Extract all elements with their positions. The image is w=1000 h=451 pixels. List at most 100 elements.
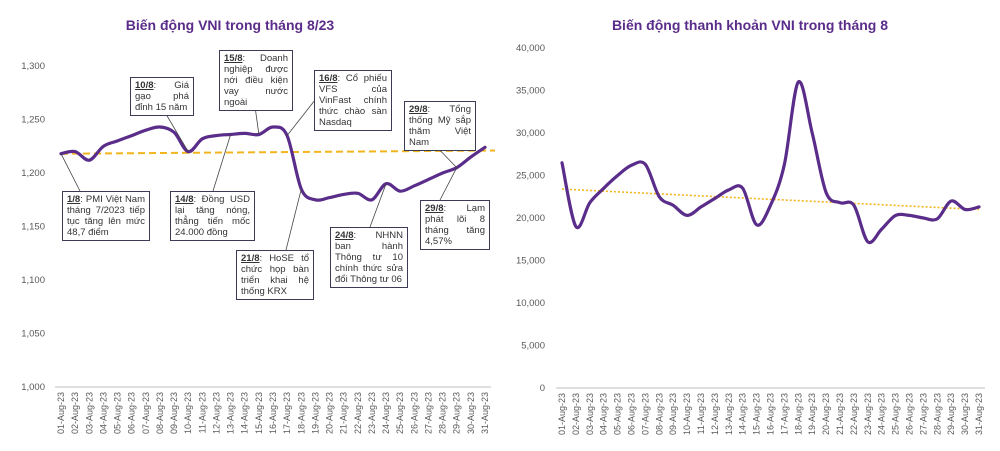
vni-xtick-label: 10-Aug-23 [183, 392, 193, 434]
liquidity-xtick-label: 19-Aug-23 [807, 393, 817, 435]
liquidity-xtick-label: 27-Aug-23 [918, 393, 928, 435]
annotation-connector [212, 134, 231, 192]
note-14-8: 14/8: Đồng USD lại tăng nóng, thẳng tiến… [170, 191, 255, 241]
liquidity-xtick-label: 01-Aug-23 [557, 393, 567, 435]
vni-data-point [343, 194, 345, 196]
liquidity-xtick-label: 23-Aug-23 [863, 393, 873, 435]
liquidity-xtick-label: 25-Aug-23 [891, 393, 901, 435]
vni-xtick-label: 24-Aug-23 [381, 392, 391, 434]
vni-ytick-label: 1,250 [21, 115, 45, 126]
vni-xtick-label: 23-Aug-23 [367, 392, 377, 434]
vni-data-point [371, 199, 373, 201]
liquidity-data-point [909, 215, 911, 217]
vni-ytick-label: 1,200 [21, 168, 45, 179]
vni-xtick-label: 28-Aug-23 [438, 392, 448, 434]
vni-xtick-label: 02-Aug-23 [70, 392, 80, 434]
liquidity-data-point [881, 228, 883, 230]
liquidity-data-point [561, 162, 563, 164]
vni-data-point [244, 133, 246, 135]
vni-data-point [272, 126, 274, 128]
vni-data-point [414, 185, 416, 187]
liquidity-ytick-label: 25,000 [516, 171, 545, 182]
liquidity-xtick-label: 28-Aug-23 [932, 393, 942, 435]
liquidity-data-point [811, 132, 813, 134]
vni-chart-svg: 1,000 1,050 1,100 1,150 1,200 1,250 1,300 01-Au… [21, 61, 496, 434]
vni-xtick-label: 04-Aug-23 [98, 392, 108, 434]
liquidity-ytick-label: 5,000 [521, 341, 545, 352]
liquidity-ytick-label: 15,000 [516, 256, 545, 267]
liquidity-data-point [784, 164, 786, 166]
liquidity-xtick-label: 09-Aug-23 [668, 393, 678, 435]
vni-data-point [202, 138, 204, 140]
vni-data-point [103, 145, 105, 147]
vni-xtick-label: 18-Aug-23 [296, 392, 306, 434]
note-1-8: 1/8: PMI Việt Nam tháng 7/2023 tiếp tục … [62, 191, 150, 241]
vni-ytick-label: 1,150 [21, 222, 45, 233]
liquidity-xtick-label: 11-Aug-23 [696, 393, 706, 434]
vni-data-point [74, 151, 76, 153]
liquidity-data-point [575, 226, 577, 228]
vni-data-point [315, 199, 317, 201]
liquidity-data-point [686, 215, 688, 217]
vni-xtick-label: 09-Aug-23 [169, 392, 179, 434]
liquidity-xtick-label: 02-Aug-23 [571, 393, 581, 435]
vni-ytick-label: 1,300 [21, 61, 45, 72]
vni-xtick-label: 07-Aug-23 [141, 392, 151, 434]
liquidity-data-point [700, 206, 702, 208]
note-21-8: 21/8: HoSE tổ chức họp bàn triển khai hệ… [236, 250, 314, 300]
liquidity-data-point [756, 224, 758, 226]
note-16-8: 16/8: Cổ phiếu VFS của VinFast chính thứ… [314, 70, 392, 131]
vni-xtick-label: 11-Aug-23 [197, 392, 207, 433]
liquidity-xtick-label: 05-Aug-23 [613, 393, 623, 435]
liquidity-data-point [950, 200, 952, 202]
vni-xtick-label: 12-Aug-23 [211, 392, 221, 434]
vni-data-point [159, 126, 161, 128]
liquidity-data-point [825, 192, 827, 194]
liquidity-xtick-label: 13-Aug-23 [724, 393, 734, 435]
liquidity-xtick-label: 04-Aug-23 [599, 393, 609, 435]
liquidity-data-point [867, 241, 869, 243]
vni-xtick-label: 15-Aug-23 [254, 392, 264, 434]
liquidity-data-point [853, 204, 855, 206]
liquidity-data-point [603, 187, 605, 189]
vni-xtick-label: 26-Aug-23 [409, 392, 419, 434]
vni-xtick-label: 06-Aug-23 [127, 392, 137, 434]
liquidity-data-point [617, 175, 619, 177]
annotation-connector [285, 188, 302, 251]
note-15-8: 15/8: Doanh nghiệp được nới điều kiện va… [219, 50, 293, 111]
liquidity-ytick-label: 20,000 [516, 213, 545, 224]
vni-data-point [329, 197, 331, 199]
liquidity-chart-svg: 0 5,000 10,000 15,000 20,000 25,000 30,000 35,0… [516, 43, 985, 435]
vni-ytick-label: 1,100 [21, 275, 45, 286]
liquidity-xtick-label: 30-Aug-23 [960, 393, 970, 435]
liquidity-data-point [589, 202, 591, 204]
annotation-connector [60, 153, 81, 192]
vni-xtick-label: 01-Aug-23 [56, 392, 66, 434]
note-29-8-a: 29/8: Tổng thống Mỹ sắp thăm Việt Nam [404, 101, 476, 151]
vni-xtick-label: 20-Aug-23 [325, 392, 335, 434]
vni-xtick-label: 16-Aug-23 [268, 392, 278, 434]
liquidity-xtick-label: 17-Aug-23 [779, 393, 789, 435]
note-24-8: 24/8: NHNN ban hành Thông tư 10 chính th… [330, 227, 408, 288]
liquidity-xtick-label: 22-Aug-23 [849, 393, 859, 435]
note-29-8-b: 29/8: Lạm phát lõi 8 tháng tăng 4,57% [420, 200, 490, 250]
vni-xtick-label: 30-Aug-23 [466, 392, 476, 434]
vni-data-point [173, 132, 175, 134]
vni-chart-title: Biến động VNI trong tháng 8/23 [125, 17, 335, 33]
liquidity-data-point [937, 218, 939, 220]
annotation-connector [439, 167, 458, 201]
liquidity-xtick-label: 16-Aug-23 [766, 393, 776, 435]
vni-xtick-label: 21-Aug-23 [339, 392, 349, 434]
liquidity-data-point [728, 189, 730, 191]
liquidity-data-point [964, 209, 966, 211]
vni-data-point [484, 147, 486, 149]
vni-xtick-label: 27-Aug-23 [423, 392, 433, 434]
vni-series-line [59, 125, 487, 202]
vni-xtick-label: 31-Aug-23 [480, 392, 490, 434]
vni-xtick-label: 05-Aug-23 [113, 392, 123, 434]
liquidity-xtick-label: 07-Aug-23 [640, 393, 650, 435]
liquidity-data-point [631, 165, 633, 167]
vni-xtick-label: 29-Aug-23 [452, 392, 462, 434]
liquidity-data-point [672, 204, 674, 206]
liquidity-trendline [561, 188, 980, 211]
